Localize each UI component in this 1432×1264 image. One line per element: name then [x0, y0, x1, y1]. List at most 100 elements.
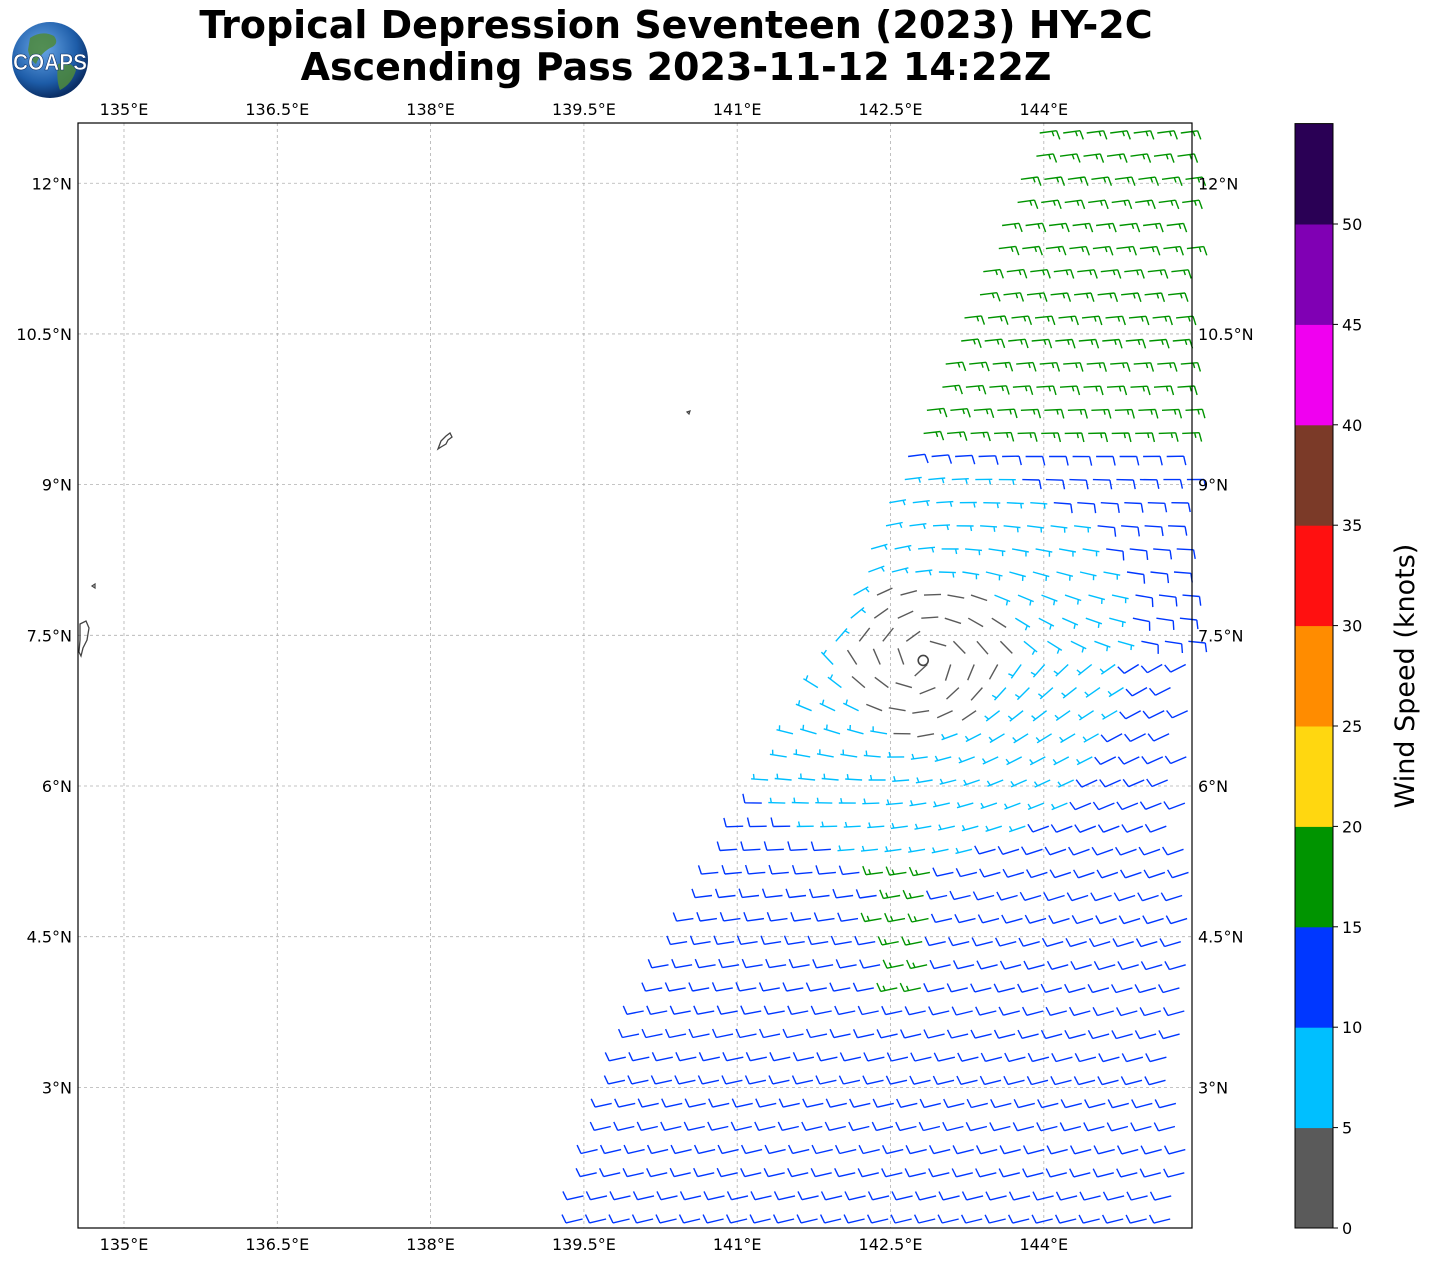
colorbar-bin: [1295, 1027, 1333, 1129]
wind-barb: [931, 454, 953, 464]
wind-barb: [909, 523, 927, 530]
wind-barb: [714, 888, 736, 899]
wind-barb: [656, 1191, 678, 1201]
wind-barb: [1051, 1052, 1073, 1063]
wind-barb: [946, 687, 960, 700]
wind-barb: [895, 682, 913, 689]
wind-barb: [1186, 478, 1207, 489]
wind-barb: [1149, 1191, 1172, 1201]
wind-barb: [956, 525, 974, 532]
wind-barb: [576, 1144, 598, 1155]
wind-barb: [637, 1098, 659, 1108]
wind-barb: [1076, 663, 1093, 676]
wind-barb: [1017, 432, 1038, 442]
wind-barb: [763, 841, 784, 851]
wind-barb: [938, 1191, 960, 1201]
wind-barb: [1116, 478, 1136, 490]
wind-barb: [862, 798, 880, 805]
wind-barb: [977, 914, 1000, 924]
wind-barb: [988, 664, 999, 680]
wind-barb: [891, 567, 909, 574]
wind-barb: [961, 338, 982, 349]
wind-barb: [891, 1191, 913, 1201]
wind-barb: [736, 935, 758, 945]
wind-barb: [1064, 983, 1086, 994]
wind-barb: [803, 675, 819, 689]
colorbar-bin: [1295, 726, 1333, 827]
wind-barb: [925, 890, 948, 900]
wind-barb: [1022, 1168, 1044, 1178]
wind-barb: [1119, 869, 1142, 879]
wind-barb: [1121, 292, 1142, 303]
wind-barb: [815, 797, 833, 804]
wind-barb: [844, 1191, 866, 1201]
wind-barb: [1070, 640, 1087, 653]
wind-barb: [923, 430, 945, 441]
wind-barb: [1075, 779, 1098, 788]
wind-barb: [961, 1191, 984, 1201]
wind-barb: [998, 1168, 1020, 1178]
wind-barb: [1055, 1191, 1078, 1201]
wind-barb: [1053, 663, 1069, 677]
wind-barb: [944, 617, 962, 625]
wind-barb: [1044, 408, 1065, 419]
wind-barb: [876, 587, 893, 596]
wind-barb: [979, 292, 1001, 302]
wind-barb: [1072, 455, 1093, 466]
wind-barb: [884, 846, 902, 853]
wind-barb: [1156, 617, 1175, 630]
wind-barb: [923, 593, 942, 596]
wind-barb: [1139, 801, 1162, 810]
wind-barb: [1162, 846, 1184, 856]
wind-barb: [996, 891, 1018, 901]
wind-barb: [1119, 710, 1142, 720]
wind-barb: [716, 841, 737, 852]
wind-barb: [1040, 983, 1062, 993]
wind-barb: [857, 1168, 879, 1178]
wind-barb: [1026, 292, 1048, 302]
wind-barb: [655, 1214, 677, 1224]
wind-barb: [907, 913, 929, 923]
wind-barb: [933, 801, 950, 808]
wind-barb: [881, 1144, 904, 1155]
wind-barb: [693, 1167, 715, 1178]
wind-barb: [1040, 1029, 1063, 1040]
wind-barb: [879, 889, 901, 900]
wind-barb: [904, 1006, 926, 1016]
wind-barb: [1052, 756, 1070, 766]
wind-barb: [1027, 802, 1045, 811]
wind-barb: [632, 1191, 655, 1201]
wind-barb: [1072, 869, 1095, 879]
wind-barb: [688, 1028, 710, 1039]
wind-barb: [1138, 846, 1161, 856]
wind-barb: [1160, 892, 1183, 902]
wind-barb: [1054, 710, 1071, 721]
wind-barb: [1008, 664, 1022, 679]
wind-barb: [716, 1167, 738, 1178]
wind-barb: [1164, 961, 1186, 971]
wind-barb: [985, 825, 1003, 832]
wind-barb: [989, 1122, 1011, 1132]
wind-barb: [895, 1121, 917, 1132]
wind-barb: [985, 1191, 1007, 1201]
right-lat-tick-label: 12°N: [1198, 174, 1238, 193]
wind-barb: [1016, 361, 1037, 372]
wind-barb: [1138, 408, 1159, 419]
wind-barb: [1091, 176, 1113, 186]
wind-barb: [1059, 1122, 1082, 1132]
wind-barb: [994, 431, 1015, 442]
wind-barb: [1133, 130, 1155, 140]
wind-barb: [768, 864, 789, 875]
land-outlines: [78, 410, 691, 658]
wind-barb: [721, 864, 742, 875]
wind-barb: [763, 1167, 785, 1178]
wind-barb: [1064, 594, 1082, 605]
wind-barb: [1031, 338, 1053, 349]
wind-barb: [1033, 779, 1051, 788]
wind-barb: [723, 817, 744, 828]
wind-barb: [1134, 1030, 1157, 1040]
wind-barb: [1132, 617, 1151, 631]
wind-barb: [954, 913, 976, 924]
wind-barb: [1054, 1214, 1077, 1224]
wind-barb: [617, 1028, 640, 1039]
